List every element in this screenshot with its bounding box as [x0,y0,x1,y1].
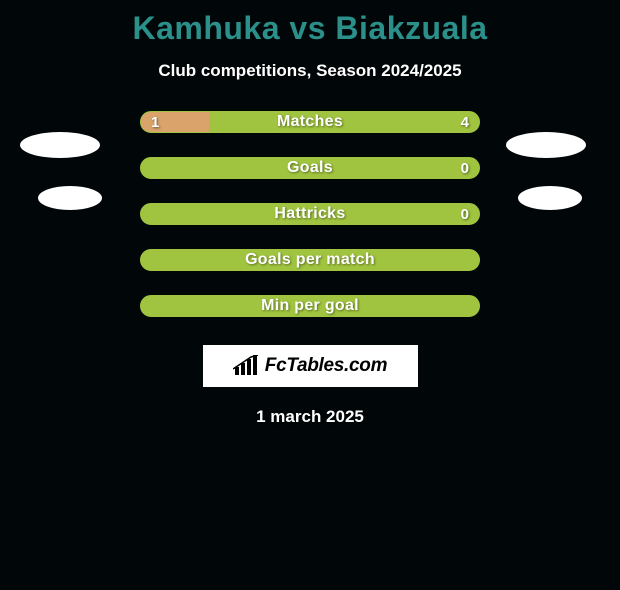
player-oval-left-top [20,132,100,158]
stat-row: Goals per match [140,249,480,271]
logo-text: FcTables.com [265,355,387,377]
title-player2: Biakzuala [335,10,487,46]
bar-chart-icon [233,355,259,377]
stat-label: Matches [141,112,479,132]
stat-value-left: 1 [151,112,159,132]
stat-label: Goals per match [141,250,479,270]
stat-value-right: 0 [461,204,469,224]
stat-label: Goals [141,158,479,178]
player-oval-right-small [518,186,582,210]
title-vs: vs [289,10,326,46]
subtitle: Club competitions, Season 2024/2025 [0,61,620,81]
stat-row: Matches1 4 [140,111,480,133]
stat-row: Goals0 [140,157,480,179]
stat-value-right: 0 [461,158,469,178]
date-text: 1 march 2025 [0,407,620,427]
page-title: Kamhuka vs Biakzuala [0,10,620,47]
player-oval-right-top [506,132,586,158]
stat-row: Hattricks0 [140,203,480,225]
stat-row: Min per goal [140,295,480,317]
title-player1: Kamhuka [132,10,280,46]
stat-value-right: 4 [461,112,469,132]
logo-box: FcTables.com [203,345,418,387]
player-oval-left-small [38,186,102,210]
stat-label: Min per goal [141,296,479,316]
stat-label: Hattricks [141,204,479,224]
